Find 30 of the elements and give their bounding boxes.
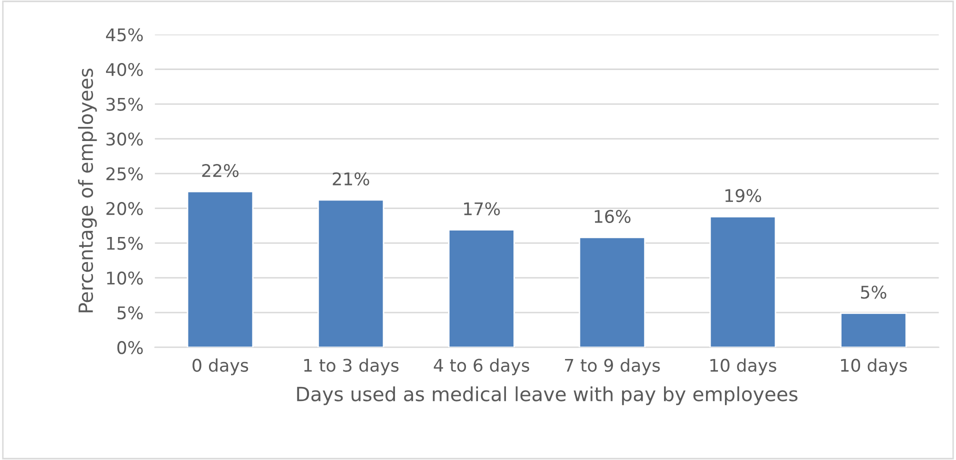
data-label: 21% [332, 172, 370, 186]
bar [578, 236, 646, 348]
x-tick-label: 10 days [710, 358, 776, 376]
bar [709, 216, 776, 348]
y-tick-label: 30% [106, 132, 143, 146]
x-axis-title: Days used as medical leave with pay by employees [297, 386, 798, 406]
y-tick-label: 45% [106, 28, 143, 42]
x-tick-label: 0 days [192, 358, 248, 376]
data-label: 22% [202, 164, 239, 178]
y-tick-label: 25% [106, 167, 143, 180]
y-tick-label: 10% [107, 272, 143, 285]
bar [448, 229, 515, 348]
x-tick-label: 1 to 3 days [304, 358, 399, 376]
y-tick-label: 0% [117, 341, 143, 354]
data-label: 5% [861, 286, 886, 299]
x-tick-label: 7 to 9 days [565, 358, 660, 376]
x-tick-label: 4 to 6 days [434, 358, 530, 376]
y-tick-label: 5% [118, 306, 143, 320]
y-tick-label: 40% [106, 62, 143, 76]
bar [317, 199, 384, 348]
y-tick-label: 15% [107, 236, 143, 250]
bar [840, 312, 907, 348]
data-label: 16% [594, 210, 630, 223]
y-axis-title: Percentage of employees [78, 68, 97, 312]
x-tick-label: 10 days [841, 358, 907, 376]
y-tick-label: 35% [106, 98, 143, 111]
data-label: 17% [464, 202, 500, 216]
y-tick-label: 20% [106, 202, 143, 216]
data-label: 19% [725, 189, 762, 202]
bar [186, 190, 254, 348]
